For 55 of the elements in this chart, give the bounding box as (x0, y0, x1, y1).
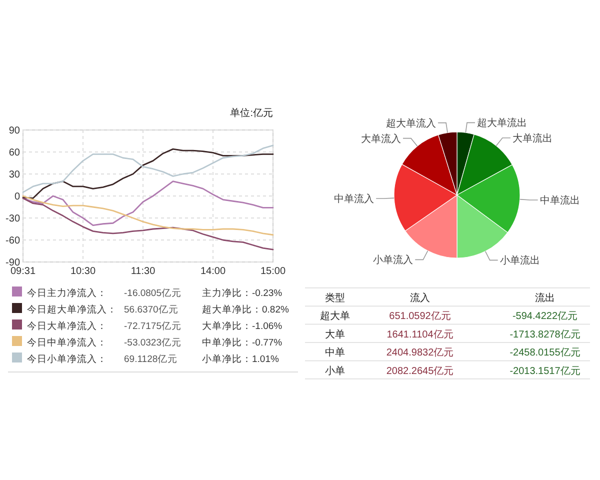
text: 流出 (535, 292, 555, 304)
y-tick-label: 60 (8, 148, 20, 158)
text: -594.4222亿元 (512, 311, 578, 322)
text: -2458.0155亿元 (510, 348, 580, 359)
text: 2404.9832亿元 (386, 348, 454, 359)
text: -1713.8278亿元 (510, 329, 580, 340)
slice-label: 小单流入 (373, 254, 414, 266)
legend-label: 今日超大单净流入： (27, 304, 117, 316)
line-series (22, 148, 274, 199)
text: 2082.2645亿元 (386, 366, 454, 377)
slice-label: 大单流出 (512, 132, 552, 144)
text: 小单净比：1.01% (202, 354, 279, 365)
x-tick-label: 15:00 (260, 266, 286, 277)
x-tick-label: 10:30 (70, 266, 96, 277)
legend-label: 今日主力净流入： (27, 287, 107, 299)
legend-label: 今日中单净流入： (27, 336, 107, 348)
text: 中单 (325, 346, 345, 359)
text: 超大单 (320, 310, 350, 322)
y-tick-label: -90 (6, 258, 20, 268)
text: 69.1128亿元 (124, 354, 178, 365)
text: -2013.1517亿元 (510, 366, 580, 377)
text: 651.0592亿元 (389, 311, 451, 322)
legend-label: 今日大单净流入： (27, 320, 107, 332)
text: 主力净比：-0.23% (202, 288, 282, 299)
y-tick-label: 0 (14, 192, 20, 202)
text: 1641.1104亿元 (386, 329, 454, 340)
y-axis-title: 单位:亿元 (230, 107, 273, 119)
line-series (22, 195, 274, 236)
text: -72.7175亿元 (124, 321, 182, 332)
line-series (22, 198, 274, 250)
text: 小单 (325, 364, 345, 377)
slice-label: 超大单流出 (477, 117, 528, 130)
text: 56.6370亿元 (124, 304, 178, 316)
line-series (22, 144, 274, 194)
slice-label: 中单流出 (540, 194, 580, 206)
text: -16.0805亿元 (124, 288, 182, 299)
text: 大单净比：-1.06% (202, 321, 282, 332)
slice-label: 小单流出 (500, 254, 540, 267)
y-tick-label: 90 (8, 126, 20, 136)
slice-label: 大单流入 (361, 132, 401, 145)
y-tick-label: 30 (8, 170, 20, 180)
x-tick-label: 11:30 (130, 266, 156, 277)
text: 类型 (325, 292, 345, 304)
slice-label: 超大单流入 (386, 117, 436, 130)
text: 中单净比：-0.77% (202, 338, 282, 348)
text: 流入 (410, 292, 430, 304)
x-tick-label: 14:00 (200, 266, 226, 277)
legend-label: 今日小单净流入： (27, 353, 107, 365)
slice-label: 中单流入 (334, 193, 374, 206)
y-tick-label: -60 (6, 236, 20, 246)
y-tick-label: -30 (6, 214, 20, 224)
text: 大单 (325, 328, 345, 340)
text: -53.0323亿元 (124, 338, 182, 348)
x-tick-label: 09:31 (10, 266, 36, 277)
text: 超大单净比：0.82% (202, 304, 289, 316)
